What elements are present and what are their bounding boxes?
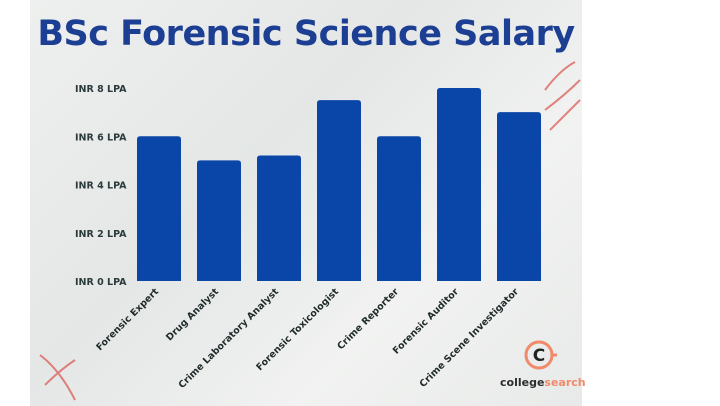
bar [437,88,481,281]
bar [197,160,241,281]
x-category-label: Crime Laboratory Analyst [177,286,282,391]
dna-decoration-bottom-left [39,354,76,401]
bar [377,136,421,281]
svg-text:C: C [533,346,545,366]
logo-text-search: search [544,376,586,389]
bar [497,112,541,281]
x-category-label: Forensic Auditor [391,286,461,356]
logo-text-college: college [500,376,545,389]
y-tick-label: INR 6 LPA [75,132,127,143]
dna-decoration-top-right [544,61,581,131]
chart-title: BSc Forensic Science Salary [37,14,575,54]
x-category-label: Forensic Expert [94,286,161,353]
logo-c-icon: C [524,340,557,370]
bar [317,100,361,281]
collegesearch-logo: C collegesearch [500,338,586,389]
y-tick-label: INR 0 LPA [75,277,127,288]
bar [257,155,301,281]
y-tick-label: INR 2 LPA [75,229,127,240]
bar [137,136,181,281]
y-tick-label: INR 8 LPA [75,84,127,95]
y-tick-label: INR 4 LPA [75,181,127,192]
x-category-label: Crime Reporter [335,286,401,352]
x-category-label: Drug Analyst [164,286,221,343]
chart-background [30,0,582,406]
